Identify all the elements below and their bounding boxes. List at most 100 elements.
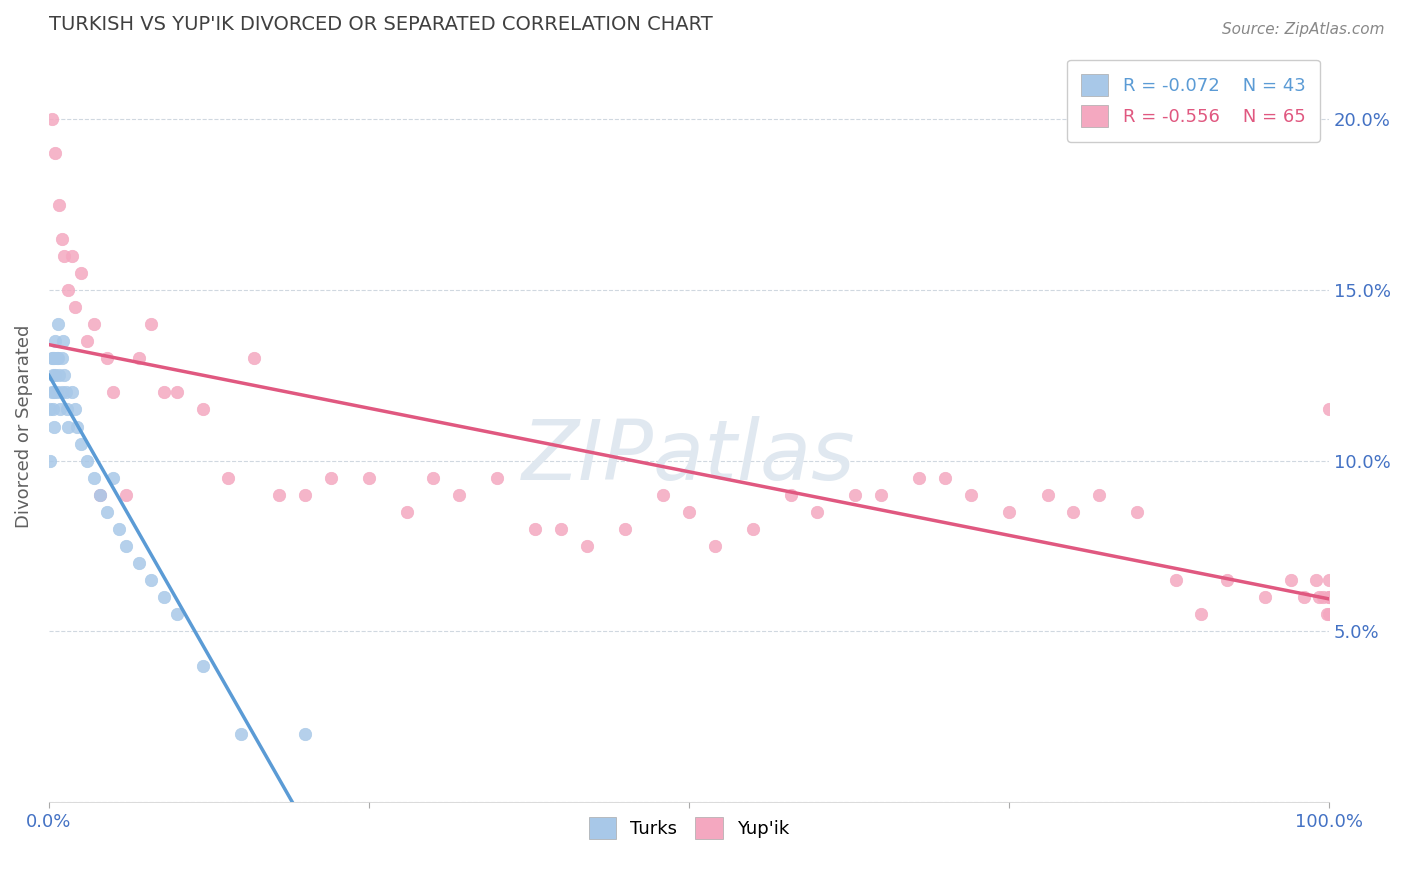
Point bbox=[41, 112, 63, 127]
Point bbox=[153, 591, 176, 605]
Point bbox=[294, 488, 316, 502]
Point bbox=[166, 607, 188, 622]
Point bbox=[63, 402, 86, 417]
Point bbox=[166, 385, 188, 400]
Point bbox=[76, 453, 98, 467]
Point bbox=[51, 232, 73, 246]
Point bbox=[101, 385, 124, 400]
Point bbox=[39, 453, 62, 467]
Point bbox=[614, 522, 637, 536]
Point bbox=[780, 488, 803, 502]
Point bbox=[46, 351, 69, 366]
Point bbox=[108, 522, 131, 536]
Point bbox=[703, 539, 725, 553]
Point bbox=[1215, 574, 1237, 588]
Point bbox=[42, 351, 65, 366]
Point bbox=[191, 402, 214, 417]
Point bbox=[1254, 591, 1277, 605]
Point bbox=[114, 539, 136, 553]
Point bbox=[41, 351, 63, 366]
Point bbox=[1279, 574, 1302, 588]
Point bbox=[55, 385, 77, 400]
Point bbox=[96, 505, 118, 519]
Point bbox=[998, 505, 1021, 519]
Point bbox=[153, 385, 176, 400]
Text: Source: ZipAtlas.com: Source: ZipAtlas.com bbox=[1222, 22, 1385, 37]
Point bbox=[806, 505, 828, 519]
Point bbox=[1126, 505, 1149, 519]
Point bbox=[60, 249, 83, 263]
Point bbox=[524, 522, 547, 536]
Point bbox=[56, 402, 79, 417]
Point bbox=[114, 488, 136, 502]
Point bbox=[447, 488, 470, 502]
Point bbox=[44, 368, 66, 383]
Point bbox=[1189, 607, 1212, 622]
Point bbox=[101, 471, 124, 485]
Point bbox=[83, 317, 105, 331]
Point bbox=[422, 471, 444, 485]
Point bbox=[959, 488, 981, 502]
Point bbox=[396, 505, 419, 519]
Point bbox=[128, 351, 150, 366]
Point bbox=[42, 351, 65, 366]
Point bbox=[42, 385, 65, 400]
Point bbox=[51, 351, 73, 366]
Point bbox=[89, 488, 111, 502]
Point bbox=[45, 351, 67, 366]
Point bbox=[44, 146, 66, 161]
Point bbox=[269, 488, 291, 502]
Point bbox=[141, 317, 163, 331]
Point bbox=[357, 471, 380, 485]
Point bbox=[89, 488, 111, 502]
Point bbox=[217, 471, 239, 485]
Point bbox=[1062, 505, 1084, 519]
Point bbox=[1317, 574, 1340, 588]
Point bbox=[1036, 488, 1059, 502]
Point bbox=[76, 334, 98, 348]
Point bbox=[1305, 574, 1327, 588]
Y-axis label: Divorced or Separated: Divorced or Separated bbox=[15, 325, 32, 528]
Point bbox=[42, 402, 65, 417]
Point bbox=[49, 402, 72, 417]
Point bbox=[96, 351, 118, 366]
Point bbox=[294, 727, 316, 741]
Point bbox=[742, 522, 765, 536]
Point bbox=[319, 471, 342, 485]
Point bbox=[1292, 591, 1315, 605]
Point bbox=[934, 471, 956, 485]
Point bbox=[908, 471, 931, 485]
Point bbox=[243, 351, 266, 366]
Point bbox=[83, 471, 105, 485]
Point bbox=[52, 334, 75, 348]
Point bbox=[191, 658, 214, 673]
Point bbox=[42, 368, 65, 383]
Point bbox=[1316, 607, 1339, 622]
Point bbox=[550, 522, 572, 536]
Point bbox=[48, 368, 70, 383]
Point bbox=[70, 436, 93, 450]
Point bbox=[66, 419, 89, 434]
Point bbox=[53, 249, 76, 263]
Point bbox=[1317, 591, 1340, 605]
Point bbox=[41, 385, 63, 400]
Point bbox=[70, 266, 93, 280]
Point bbox=[39, 402, 62, 417]
Point bbox=[575, 539, 598, 553]
Point bbox=[1317, 591, 1340, 605]
Text: TURKISH VS YUP'IK DIVORCED OR SEPARATED CORRELATION CHART: TURKISH VS YUP'IK DIVORCED OR SEPARATED … bbox=[49, 15, 713, 34]
Point bbox=[141, 574, 163, 588]
Text: ZIPatlas: ZIPatlas bbox=[522, 416, 856, 497]
Point bbox=[56, 283, 79, 297]
Point bbox=[486, 471, 509, 485]
Point bbox=[46, 317, 69, 331]
Legend: Turks, Yup'ik: Turks, Yup'ik bbox=[582, 809, 796, 846]
Point bbox=[844, 488, 866, 502]
Point bbox=[56, 419, 79, 434]
Point bbox=[51, 385, 73, 400]
Point bbox=[53, 368, 76, 383]
Point bbox=[1317, 607, 1340, 622]
Point bbox=[1312, 591, 1334, 605]
Point bbox=[60, 385, 83, 400]
Point bbox=[128, 556, 150, 570]
